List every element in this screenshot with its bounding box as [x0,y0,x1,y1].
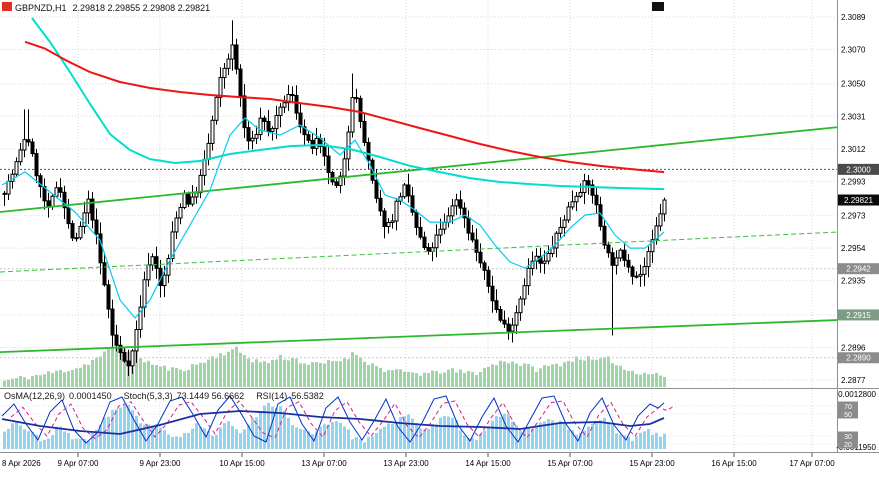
price-tick-label: 2.3089 [841,13,866,22]
chart-shift-marker-icon [652,2,664,11]
price-tick-label: 2.3031 [841,112,866,121]
volume-series [3,345,666,387]
svg-text:2.29821: 2.29821 [844,196,873,205]
trendlines [0,126,838,353]
time-tick-label: 17 Apr 07:00 [789,459,835,468]
time-tick-label: 16 Apr 15:00 [711,459,757,468]
svg-text:70: 70 [844,404,852,411]
price-tick-label: 2.3050 [841,80,866,89]
candlestick-series [2,20,667,377]
ohlc-quotes-label: 2.29818 2.29855 2.29808 2.29821 [72,3,211,13]
time-tick-label: 8 Apr 2026 [2,459,41,468]
indicator-labels: OsMA(12,26,9) 0.0001450 Stoch(5,3,3) 73.144… [4,391,328,401]
svg-text:2.3000: 2.3000 [846,165,871,174]
svg-text:2.2942: 2.2942 [846,265,871,274]
price-tick-label: 2.2954 [841,244,866,253]
time-tick-label: 15 Apr 23:00 [629,459,675,468]
price-tick-label: 2.3070 [841,45,866,54]
level-lines [0,168,837,359]
svg-text:20: 20 [844,442,852,449]
time-tick-label: 13 Apr 23:00 [383,459,429,468]
price-tick-label: 2.3012 [841,145,866,154]
rsi-label: RSI(14) [256,391,288,401]
price-tick-label: 2.2935 [841,277,866,286]
symbol-info: GBPNZD,H1 2.29818 2.29855 2.29808 2.29821 [15,3,210,13]
price-tick-label: 2.2877 [841,376,866,385]
price-axis[interactable]: 2.3089 2.3070 2.3050 2.3031 2.3012 2.2993 2.29… [841,13,866,385]
osma-value: 0.0001450 [69,391,112,401]
symbol-timeframe-label: GBPNZD,H1 [15,3,67,13]
time-tick-label: 9 Apr 23:00 [140,459,181,468]
stoch-values: 73.1449 56.6662 [176,391,245,401]
rsi-value: 56.5382 [291,391,324,401]
time-tick-label: 15 Apr 07:00 [547,459,593,468]
price-tick-label: 2.2896 [841,343,866,352]
svg-text:2.2890: 2.2890 [846,354,871,363]
svg-text:50: 50 [844,412,852,419]
time-tick-label: 13 Apr 07:00 [301,459,347,468]
svg-text:2.2915: 2.2915 [846,311,871,320]
osma-label: OsMA(12,26,9) [4,391,66,401]
time-tick-label: 14 Apr 15:00 [465,459,511,468]
ma-lines [1,17,665,319]
red-marker-icon [2,2,12,11]
indicator-scale[interactable]: 0.0012800-0.001195070503020 [836,390,876,452]
price-badges: 2.3000 2.29821 2.2942 2.2915 2.2890 [838,163,879,364]
time-tick-label: 9 Apr 07:00 [58,459,99,468]
grid-layer [0,0,837,452]
price-tick-label: 2.2973 [841,212,866,221]
time-tick-label: 10 Apr 15:00 [219,459,265,468]
svg-text:0.0012800: 0.0012800 [838,390,876,399]
price-tick-label: 2.2993 [841,177,866,186]
time-axis[interactable]: 8 Apr 2026 9 Apr 07:00 9 Apr 23:00 10 Apr 1… [2,453,835,468]
svg-text:30: 30 [844,434,852,441]
stoch-label: Stoch(5,3,3) [123,391,173,401]
indicator-pane[interactable] [0,395,837,449]
